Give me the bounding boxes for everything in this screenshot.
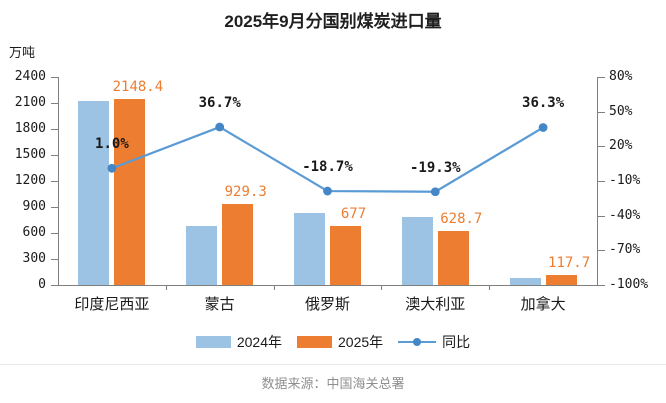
bar-2025年-俄罗斯 xyxy=(330,226,361,285)
bar-2024年-俄罗斯 xyxy=(294,212,325,285)
legend: 2024年 2025年 同比 xyxy=(0,332,666,352)
yoy-label-3: -19.3% xyxy=(410,159,461,176)
category-label-1: 蒙古 xyxy=(204,296,235,313)
value-label-2025年-3: 628.7 xyxy=(440,210,483,227)
left-axis-tick xyxy=(51,155,58,156)
left-axis-tick-label: 2400 xyxy=(14,69,46,84)
legend-item-2025年: 2025年 xyxy=(297,332,383,352)
left-axis-tick-label: 1800 xyxy=(14,121,46,136)
value-label-2025年-0: 2148.4 xyxy=(112,78,164,95)
right-axis-tick-label: 20% xyxy=(609,138,633,154)
right-axis-tick-label: 80% xyxy=(609,69,633,84)
left-axis-tick xyxy=(51,77,58,78)
yoy-label-2: -18.7% xyxy=(302,159,353,176)
bar-2024年-印度尼西亚 xyxy=(78,100,110,285)
bar-2025年-印度尼西亚 xyxy=(114,98,146,285)
yoy-label-0: 1.0% xyxy=(95,136,129,153)
legend-swatch-icon xyxy=(195,336,231,348)
bar-2024年-加拿大 xyxy=(509,277,541,285)
legend-label: 同比 xyxy=(442,334,471,350)
value-label-2025年-1: 929.3 xyxy=(224,184,267,201)
left-axis-tick xyxy=(51,259,58,260)
right-axis-tick-label: -40% xyxy=(609,207,641,223)
left-axis-tick xyxy=(51,103,58,104)
x-axis-tick xyxy=(381,285,383,290)
legend-label: 2024年 xyxy=(236,334,282,350)
right-axis-tick-label: -10% xyxy=(609,173,641,188)
bar-2024年-蒙古 xyxy=(186,226,218,285)
left-axis-tick xyxy=(51,181,58,182)
yoy-marker-3 xyxy=(430,187,440,197)
left-axis-tick-label: 0 xyxy=(38,277,46,292)
left-axis-tick-label: 300 xyxy=(22,251,46,266)
legend-swatch-icon xyxy=(297,336,332,348)
right-axis-tick xyxy=(598,181,605,182)
x-axis-tick xyxy=(489,285,491,290)
category-label-2: 俄罗斯 xyxy=(304,296,350,313)
x-axis-tick xyxy=(273,285,275,290)
yoy-label-1: 36.7% xyxy=(198,95,241,112)
data-source-text: 数据来源：中国海关总署 xyxy=(261,376,405,391)
right-axis-tick xyxy=(598,111,605,113)
right-axis-tick xyxy=(598,77,605,78)
left-axis-tick-label: 600 xyxy=(22,225,46,240)
right-axis-tick-label: -100% xyxy=(609,277,649,292)
right-axis-tick xyxy=(598,146,605,148)
left-axis-unit-label: 万吨 xyxy=(9,45,36,60)
left-axis-tick-label: 1500 xyxy=(14,147,46,162)
category-label-0: 印度尼西亚 xyxy=(74,296,150,313)
bar-2025年-澳大利亚 xyxy=(437,230,469,285)
left-axis-line xyxy=(58,77,59,285)
category-label-3: 澳大利亚 xyxy=(405,296,466,313)
bar-2025年-蒙古 xyxy=(222,204,254,285)
legend-label: 2025年 xyxy=(338,334,384,350)
right-axis-tick-label: -70% xyxy=(609,242,641,258)
value-label-2025年-2: 677 xyxy=(340,206,367,223)
value-label-2025年-4: 117.7 xyxy=(548,254,591,271)
legend-item-同比: 同比 xyxy=(398,332,470,352)
yoy-marker-2 xyxy=(323,186,332,196)
left-axis-tick xyxy=(51,285,58,286)
right-axis-tick xyxy=(598,250,605,252)
x-axis-line xyxy=(58,285,598,286)
legend-item-2024年: 2024年 xyxy=(195,332,282,352)
right-axis-tick-label: 50% xyxy=(609,103,633,119)
yoy-label-4: 36.3% xyxy=(522,95,565,112)
bar-2024年-澳大利亚 xyxy=(401,217,433,285)
left-axis-tick-label: 2100 xyxy=(14,95,46,110)
legend-line-icon xyxy=(398,336,437,348)
right-axis-line xyxy=(597,77,598,285)
yoy-marker-0 xyxy=(107,163,117,173)
right-axis-tick xyxy=(598,215,605,217)
category-label-4: 加拿大 xyxy=(520,296,566,313)
left-axis-tick-label: 900 xyxy=(22,199,46,214)
bar-2025年-加拿大 xyxy=(545,274,577,285)
yoy-marker-1 xyxy=(215,122,225,132)
left-axis-tick xyxy=(51,129,58,130)
right-axis-tick xyxy=(598,285,605,286)
yoy-marker-4 xyxy=(538,123,548,132)
divider-line xyxy=(0,364,666,365)
left-axis-tick-label: 1200 xyxy=(14,173,46,188)
x-axis-tick xyxy=(165,285,167,290)
chart-title: 2025年9月分国别煤炭进口量 xyxy=(224,12,442,31)
left-axis-tick xyxy=(51,233,58,234)
left-axis-tick xyxy=(51,207,58,208)
